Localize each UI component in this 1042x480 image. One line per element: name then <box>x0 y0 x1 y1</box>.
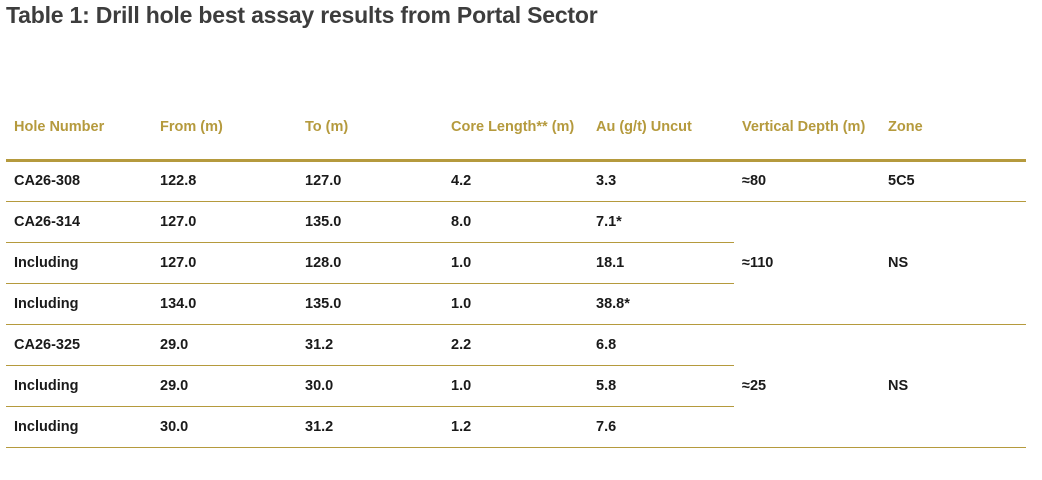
table-row: CA26-314 127.0 135.0 8.0 7.1* ≈110 NS <box>6 201 1026 325</box>
cell-core-length: 1.2 <box>443 406 588 448</box>
cell-to: 128.0 <box>297 242 443 284</box>
cell-core-length: 4.2 <box>443 160 588 202</box>
cell-to: 31.2 <box>297 406 443 448</box>
cell-from: 127.0 <box>152 242 297 284</box>
cell-hole-number: CA26-314 <box>6 201 152 243</box>
cell-zone: NS <box>880 324 1026 448</box>
header-from: From (m) <box>152 96 297 162</box>
table-row: CA26-308 122.8 127.0 4.2 3.3 ≈80 5C5 <box>6 160 1026 202</box>
cell-to: 31.2 <box>297 324 443 366</box>
page-title: Table 1: Drill hole best assay results f… <box>6 2 598 28</box>
cell-au-uncut: 3.3 <box>588 160 734 202</box>
cell-hole-number: CA26-308 <box>6 160 152 202</box>
cell-au-uncut: 18.1 <box>588 242 734 284</box>
cell-zone: NS <box>880 201 1026 325</box>
cell-core-length: 8.0 <box>443 201 588 243</box>
cell-to: 135.0 <box>297 201 443 243</box>
table-row: Including 127.0 128.0 1.0 18.1 <box>6 242 1026 284</box>
cell-au-uncut: 6.8 <box>588 324 734 366</box>
cell-from: 134.0 <box>152 283 297 325</box>
cell-vertical-depth: ≈25 <box>734 324 880 448</box>
cell-hole-number: Including <box>6 283 152 325</box>
cell-au-uncut: 5.8 <box>588 365 734 407</box>
cell-au-uncut: 7.1* <box>588 201 734 243</box>
header-hole-number: Hole Number <box>6 96 152 162</box>
cell-au-uncut: 38.8* <box>588 283 734 325</box>
cell-core-length: 1.0 <box>443 283 588 325</box>
cell-from: 29.0 <box>152 324 297 366</box>
cell-to: 30.0 <box>297 365 443 407</box>
header-to: To (m) <box>297 96 443 162</box>
table-row: Including 30.0 31.2 1.2 7.6 <box>6 406 1026 448</box>
cell-to: 127.0 <box>297 160 443 202</box>
cell-from: 29.0 <box>152 365 297 407</box>
cell-core-length: 1.0 <box>443 242 588 284</box>
cell-vertical-depth: ≈80 <box>734 160 880 202</box>
cell-zone: 5C5 <box>880 160 1026 202</box>
header-zone: Zone <box>880 96 1026 162</box>
cell-hole-number: Including <box>6 406 152 448</box>
cell-from: 127.0 <box>152 201 297 243</box>
assay-results-table: Hole Number From (m) To (m) Core Length*… <box>6 96 1026 448</box>
cell-hole-number: CA26-325 <box>6 324 152 366</box>
cell-from: 122.8 <box>152 160 297 202</box>
cell-core-length: 1.0 <box>443 365 588 407</box>
cell-to: 135.0 <box>297 283 443 325</box>
cell-from: 30.0 <box>152 406 297 448</box>
cell-hole-number: Including <box>6 242 152 284</box>
table-row: Including 29.0 30.0 1.0 5.8 <box>6 365 1026 407</box>
cell-hole-number: Including <box>6 365 152 407</box>
cell-core-length: 2.2 <box>443 324 588 366</box>
cell-au-uncut: 7.6 <box>588 406 734 448</box>
cell-vertical-depth: ≈110 <box>734 201 880 325</box>
header-core-length: Core Length** (m) <box>443 96 588 162</box>
header-au-uncut: Au (g/t) Uncut <box>588 96 734 162</box>
table-row: CA26-325 29.0 31.2 2.2 6.8 ≈25 NS <box>6 324 1026 448</box>
table-row: Including 134.0 135.0 1.0 38.8* <box>6 283 1026 325</box>
table-header-row: Hole Number From (m) To (m) Core Length*… <box>6 96 1026 162</box>
header-vertical-depth: Vertical Depth (m) <box>734 96 880 162</box>
